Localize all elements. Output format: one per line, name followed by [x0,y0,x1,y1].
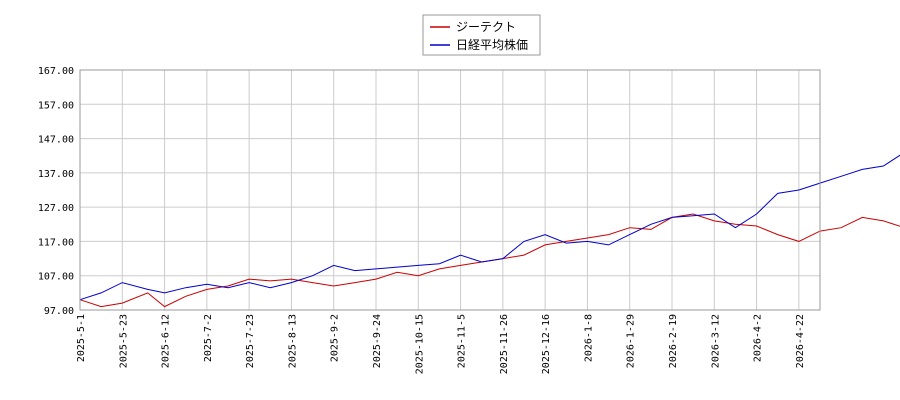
x-tick-label: 2025-5-1 [76,314,87,362]
legend-label-series-0: ジーテクト [456,20,516,34]
x-tick-label: 2025-9-2 [330,314,341,362]
x-tick-label: 2025-12-16 [541,314,552,374]
x-tick-label: 2026-4-2 [753,314,764,362]
x-tick-label: 2026-4-22 [795,314,806,368]
y-tick-label: 157.00 [38,100,74,111]
series-line-0 [79,213,900,308]
grid [79,69,820,311]
x-tick-label: 2025-11-26 [499,314,510,374]
x-tick-label: 2025-8-13 [287,314,298,368]
y-tick-label: 167.00 [38,66,74,77]
x-tick-label: 2025-9-24 [372,314,383,368]
x-axis-ticks: 2025-5-1 2025-5-23 2025-6-12 2025-7-2 2025-7… [76,314,806,374]
x-tick-label: 2026-1-8 [583,314,594,362]
y-tick-label: 117.00 [38,237,74,248]
x-tick-label: 2025-7-23 [245,314,256,368]
y-axis-ticks: 97.00 107.00 117.00 127.00 137.00 147.00 157.0… [38,66,74,317]
x-tick-label: 2025-10-15 [414,314,425,374]
series-lines [79,154,900,308]
legend: ジーテクト 日経平均株価 [422,14,541,56]
y-tick-label: 127.00 [38,203,74,214]
y-tick-label: 147.00 [38,135,74,146]
x-tick-label: 2026-2-19 [668,314,679,368]
x-tick-label: 2025-5-23 [118,314,129,368]
x-tick-label: 2025-7-2 [203,314,214,362]
y-tick-label: 107.00 [38,272,74,283]
x-tick-label: 2026-1-29 [626,314,637,368]
legend-label-series-1: 日経平均株価 [456,37,528,52]
legend-box [422,14,541,56]
x-tick-label: 2025-6-12 [161,314,172,368]
y-tick-label: 137.00 [38,169,74,180]
x-tick-label: 2025-11-5 [457,314,468,368]
x-tick-label: 2026-3-12 [710,314,721,368]
series-line-1 [79,154,900,301]
plot-frame [79,69,821,311]
y-tick-label: 97.00 [44,306,74,317]
